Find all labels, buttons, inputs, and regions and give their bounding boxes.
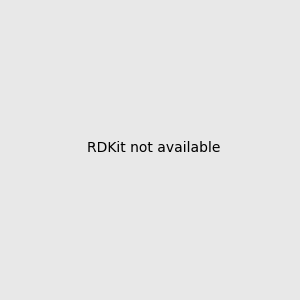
Text: RDKit not available: RDKit not available: [87, 140, 220, 154]
